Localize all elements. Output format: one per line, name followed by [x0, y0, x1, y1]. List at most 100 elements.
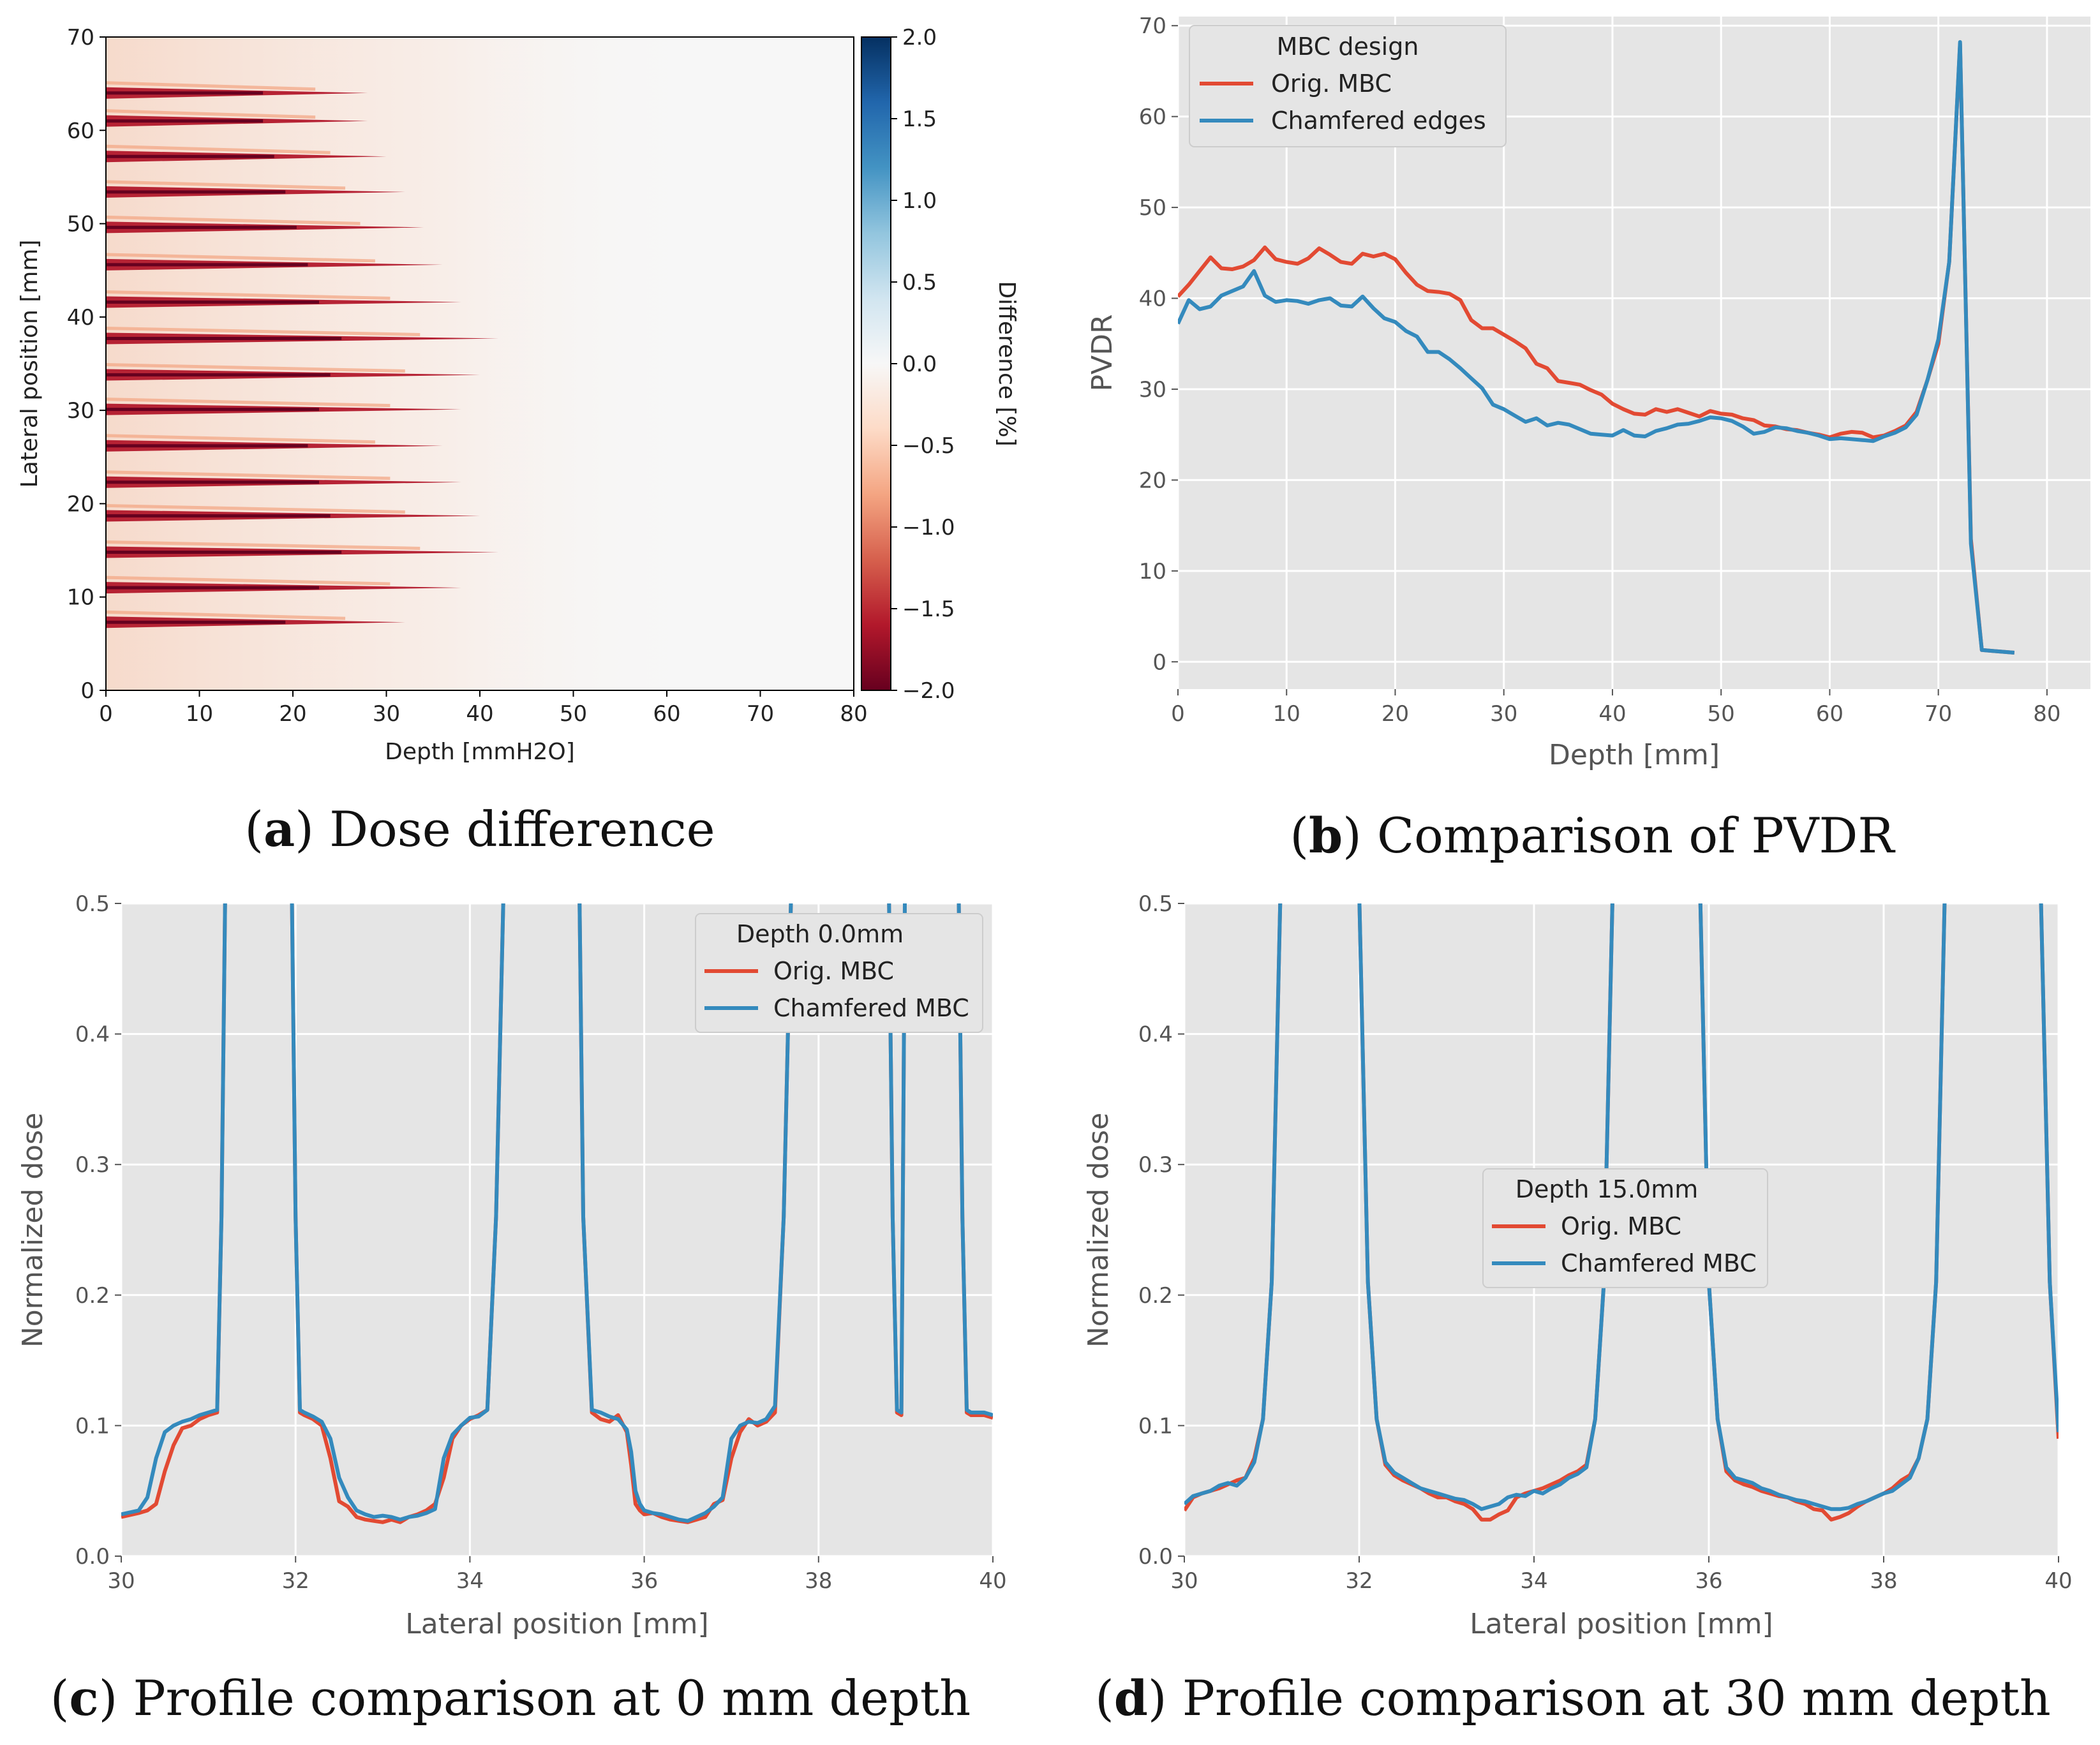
c-y-tick-label: 0.3 — [75, 1152, 110, 1178]
b-x-tick-label: 60 — [1816, 701, 1843, 727]
b-y-tick-label: 50 — [1139, 195, 1166, 221]
b-x-tick-label: 30 — [1490, 701, 1517, 727]
b-series-line-chamfered — [1178, 40, 2015, 655]
c-x-tick-label: 38 — [805, 1568, 832, 1594]
colorbar-tick-label: −1.0 — [902, 515, 955, 540]
a-y-tick-label: 10 — [67, 585, 94, 611]
c-y-tick-label: 0.5 — [75, 891, 110, 917]
b-legend-label-orig: Orig. MBC — [1271, 70, 1392, 98]
heatmap-streak-halo — [106, 253, 375, 263]
d-x-tick-label: 34 — [1520, 1568, 1547, 1594]
caption-a-text: Dose difference — [314, 801, 715, 858]
a-y-tick-label: 0 — [80, 678, 94, 704]
c-legend-title: Depth 0.0mm — [736, 920, 904, 948]
b-x-tick-label: 10 — [1273, 701, 1300, 727]
caption-d: (d) Profile comparison at 30 mm depth — [1095, 1670, 2051, 1726]
heatmap-streak-halo — [106, 610, 346, 620]
b-legend: MBC design Orig. MBC Chamfered edges — [1189, 25, 1507, 147]
caption-b-text: Comparison of PVDR — [1362, 807, 1896, 864]
heatmap-streak-halo — [106, 109, 316, 119]
c-x-tick-label: 36 — [630, 1568, 658, 1594]
heatmap-streak-halo — [106, 363, 405, 373]
c-legend-box — [695, 913, 983, 1033]
b-y-tick-label: 10 — [1139, 559, 1166, 584]
heatmap-streak-halo — [106, 327, 421, 337]
colorbar-label: Difference [%] — [994, 281, 1020, 446]
c-y-tick-label: 0.4 — [75, 1022, 110, 1048]
c-y-tick-label: 0.1 — [75, 1413, 110, 1439]
caption-c: (c) Profile comparison at 0 mm depth — [50, 1670, 971, 1726]
heatmap-streak-halo — [106, 540, 421, 550]
c-x-tick-label: 34 — [456, 1568, 484, 1594]
colorbar-tick-label: −0.5 — [902, 433, 955, 459]
c-legend-label-orig: Orig. MBC — [773, 957, 894, 985]
b-y-tick-label: 0 — [1152, 650, 1166, 675]
caption-c-letter: c — [69, 1670, 98, 1726]
caption-d-text: Profile comparison at 30 mm depth — [1167, 1670, 2051, 1726]
a-x-tick-label: 70 — [747, 701, 774, 727]
d-x-tick-label: 38 — [1870, 1568, 1897, 1594]
d-x-tick-label: 40 — [2044, 1568, 2072, 1594]
a-y-tick-label: 50 — [67, 212, 94, 237]
caption-a-letter: a — [264, 801, 295, 858]
c-y-tick-label: 0.0 — [75, 1544, 110, 1570]
d-legend-label-chamfered: Chamfered MBC — [1561, 1249, 1757, 1277]
b-y-tick-label: 40 — [1139, 286, 1166, 312]
caption-b: (b) Comparison of PVDR — [1290, 807, 1896, 864]
a-x-tick-label: 20 — [279, 701, 306, 727]
b-x-tick-label: 0 — [1171, 701, 1185, 727]
b-x-tick-label: 40 — [1598, 701, 1626, 727]
d-x-tick-label: 36 — [1695, 1568, 1722, 1594]
colorbar-tick-label: 1.5 — [902, 107, 937, 132]
heatmap-streak-halo — [106, 180, 346, 190]
c-y-axis-label: Normalized dose — [17, 1113, 49, 1348]
colorbar-tick-label: −2.0 — [902, 678, 955, 704]
caption-c-text: Profile comparison at 0 mm depth — [117, 1670, 971, 1726]
caption-a: (a) Dose difference — [244, 801, 715, 858]
b-x-tick-label: 20 — [1381, 701, 1409, 727]
d-legend-label-orig: Orig. MBC — [1561, 1212, 1681, 1240]
colorbar — [861, 36, 891, 691]
d-series-line-chamfered — [1184, 903, 2059, 1511]
heatmap-noise-fade — [106, 37, 854, 690]
d-x-tick-label: 32 — [1345, 1568, 1373, 1594]
c-x-tick-label: 30 — [107, 1568, 135, 1594]
c-x-tick-label: 32 — [282, 1568, 309, 1594]
panel-b-pvdr: 0 10 20 30 40 50 60 70 80 0 10 20 30 40 50 60 70 Depth [… — [1086, 13, 2090, 771]
panel-a-heatmap: 0 10 20 30 40 50 60 70 80 0 10 20 30 40 50 60 70 Depth [… — [17, 25, 1020, 765]
a-y-tick-label: 20 — [67, 491, 94, 517]
a-x-tick-label: 10 — [186, 701, 213, 727]
a-x-tick-label: 30 — [373, 701, 400, 727]
d-y-tick-label: 0.0 — [1138, 1544, 1173, 1570]
c-y-tick-label: 0.2 — [75, 1283, 110, 1309]
d-y-tick-label: 0.2 — [1138, 1283, 1173, 1309]
a-x-axis-label: Depth [mmH2O] — [385, 739, 575, 765]
d-y-tick-label: 0.4 — [1138, 1022, 1173, 1048]
d-legend-title: Depth 15.0mm — [1515, 1175, 1698, 1203]
b-y-tick-label: 60 — [1139, 105, 1166, 130]
a-y-tick-label: 60 — [67, 118, 94, 144]
b-legend-title: MBC design — [1277, 33, 1419, 61]
b-x-axis-label: Depth [mm] — [1549, 739, 1720, 771]
b-legend-label-chamfered: Chamfered edges — [1271, 107, 1486, 135]
colorbar-tick-label: 0.5 — [902, 270, 937, 295]
heatmap-streak-halo — [106, 397, 391, 408]
d-x-axis-label: Lateral position [mm] — [1470, 1608, 1773, 1640]
a-y-axis-label: Lateral position [mm] — [17, 240, 43, 488]
b-series-line-orig — [1178, 41, 2015, 655]
heatmap-streak-halo — [106, 503, 405, 514]
a-x-tick-label: 40 — [466, 701, 493, 727]
caption-b-letter: b — [1309, 807, 1343, 864]
a-y-tick-label: 40 — [67, 305, 94, 330]
heatmap-streak-halo — [106, 144, 331, 154]
caption-d-letter: d — [1114, 1670, 1148, 1726]
panel-c-profile-0mm: 30 32 34 36 38 40 0.0 0.1 0.2 0.3 0.4 0.5 Lateral p… — [17, 891, 1007, 1640]
b-y-tick-label: 70 — [1139, 13, 1166, 39]
c-legend-label-chamfered: Chamfered MBC — [773, 994, 969, 1022]
c-x-tick-label: 40 — [979, 1568, 1006, 1594]
b-legend-box — [1189, 25, 1507, 147]
panel-d-profile-30mm: 30 32 34 36 38 40 0.0 0.1 0.2 0.3 0.4 0.5 Lateral p… — [1082, 891, 2073, 1640]
heatmap-streak-halo — [106, 215, 361, 225]
b-x-tick-label: 70 — [1925, 701, 1952, 727]
a-y-tick-label: 30 — [67, 398, 94, 424]
